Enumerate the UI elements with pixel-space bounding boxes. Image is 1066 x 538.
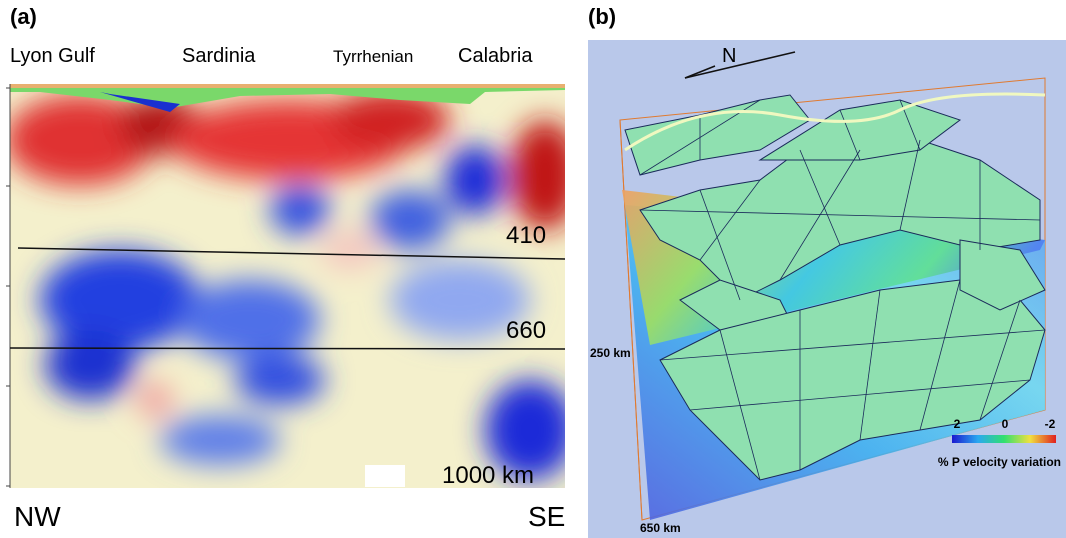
direction-label: NW <box>14 501 61 532</box>
depth-label: 660 <box>506 317 546 344</box>
panel-a: (a) Lyon Gulf Sardinia Tyrrhenian Calabr… <box>6 4 566 532</box>
depth-label: 250 km <box>590 346 631 360</box>
depth-label: 1000 km <box>442 462 534 489</box>
direction-label: SE <box>528 501 565 532</box>
panel-label: (b) <box>588 4 616 29</box>
north-arrow <box>684 51 796 79</box>
depth-ticks <box>6 87 10 487</box>
scale-box <box>365 465 405 487</box>
discontinuity-line <box>17 247 566 260</box>
colorbar-title: % P velocity variation <box>938 455 1061 469</box>
depth-label: 650 km <box>640 521 681 535</box>
region-label: Lyon Gulf <box>10 45 95 67</box>
discontinuity-line <box>9 347 566 350</box>
coastline <box>624 92 1046 152</box>
panel-label: (a) <box>10 4 37 29</box>
panel-b: (b) N 250 km 650 km 2 0 -2 % P velocity … <box>588 4 1066 538</box>
region-label: Tyrrhenian <box>333 47 413 66</box>
north-arrow <box>684 65 716 79</box>
depth-label: 410 <box>506 222 546 249</box>
region-label: Calabria <box>458 45 533 67</box>
colorbar-tick: -2 <box>1045 417 1056 431</box>
tomography-section <box>10 84 565 488</box>
region-label: Sardinia <box>182 45 256 67</box>
colorbar-tick: 0 <box>1002 417 1009 431</box>
colorbar-tick: 2 <box>954 417 961 431</box>
north-label: N <box>722 45 736 67</box>
colorbar <box>952 435 1056 443</box>
